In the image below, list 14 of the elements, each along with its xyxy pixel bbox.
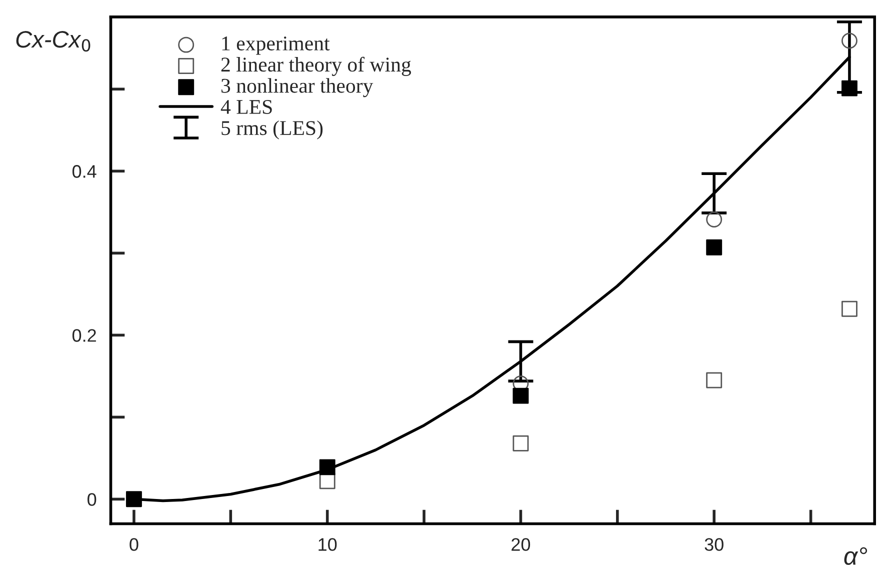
legend-label: 2 linear theory of wing (221, 56, 411, 76)
x-tick-label: 0 (130, 538, 138, 551)
x-tick-label: 30 (704, 538, 724, 551)
x-tick-label: 20 (512, 538, 530, 551)
legend-label: 1 experiment (222, 36, 330, 55)
legend-label: 4 LES (220, 100, 272, 114)
x-tick-label: 10 (318, 538, 337, 551)
y-tick-label: 0 (88, 493, 96, 506)
y-tick-label: 0.2 (72, 329, 96, 342)
legend-label: 3 nonlinear theory (221, 78, 374, 98)
y-tick-label: 0.4 (72, 165, 96, 178)
annotation: 5 rms (LES) (222, 120, 323, 140)
y-axis-title: Cx-Cx$_{0}$ (16, 31, 90, 52)
x-axis-title: α° (844, 547, 868, 565)
